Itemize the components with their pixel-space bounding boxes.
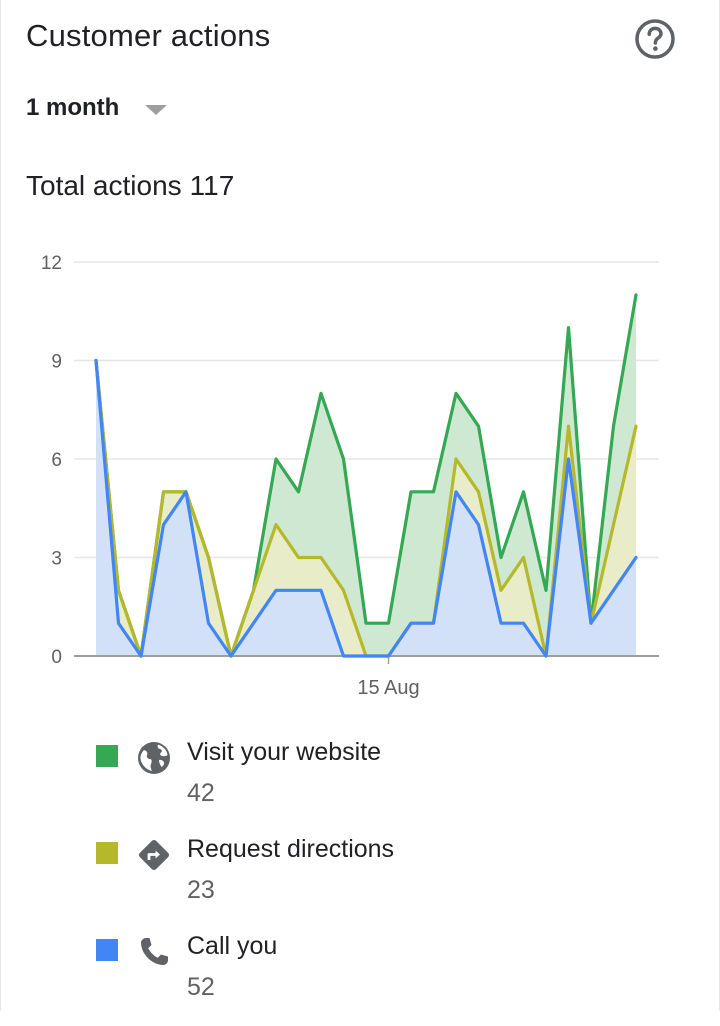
y-tick-label-0: 0	[51, 647, 62, 668]
total-actions: Total actions 117	[26, 170, 242, 202]
phone-icon	[141, 938, 168, 965]
legend-swatch-calls	[96, 939, 118, 961]
legend-item-calls: Call you 52	[96, 929, 656, 1026]
y-tick-label-9: 9	[51, 352, 62, 373]
legend-value-calls: 52	[187, 973, 215, 1001]
y-tick-label-3: 3	[51, 549, 62, 570]
legend-label-website: Visit your website	[187, 738, 382, 766]
y-tick-label-12: 12	[41, 253, 62, 274]
card-title: Customer actions	[26, 18, 271, 53]
total-actions-value: 117	[189, 170, 235, 201]
y-tick-label-6: 6	[51, 450, 62, 471]
caret-down-icon	[145, 104, 168, 115]
directions-icon	[138, 839, 170, 871]
legend-label-calls: Call you	[187, 932, 278, 960]
help-icon[interactable]	[633, 17, 677, 61]
area-website	[96, 294, 636, 656]
globe-icon	[138, 742, 170, 774]
x-tick-label-13: 15 Aug	[357, 677, 419, 699]
legend-item-website: Visit your website 42	[96, 735, 656, 832]
total-actions-label: Total actions	[26, 170, 182, 201]
legend-value-directions: 23	[187, 876, 215, 904]
area-calls	[96, 360, 636, 656]
customer-actions-chart: 0 3 6 9 12 15 Aug	[41, 253, 659, 699]
legend-label-directions: Request directions	[187, 835, 395, 863]
line-calls	[94, 358, 638, 658]
time-range-dropdown[interactable]: 1 month	[26, 94, 168, 122]
legend-item-directions: Request directions 23	[96, 832, 656, 929]
chart-legend: Visit your website 42 Request directions…	[96, 735, 656, 1026]
legend-value-website: 42	[187, 779, 215, 807]
time-range-value: 1 month	[26, 94, 120, 121]
legend-swatch-website	[96, 745, 118, 767]
legend-swatch-directions	[96, 842, 118, 864]
